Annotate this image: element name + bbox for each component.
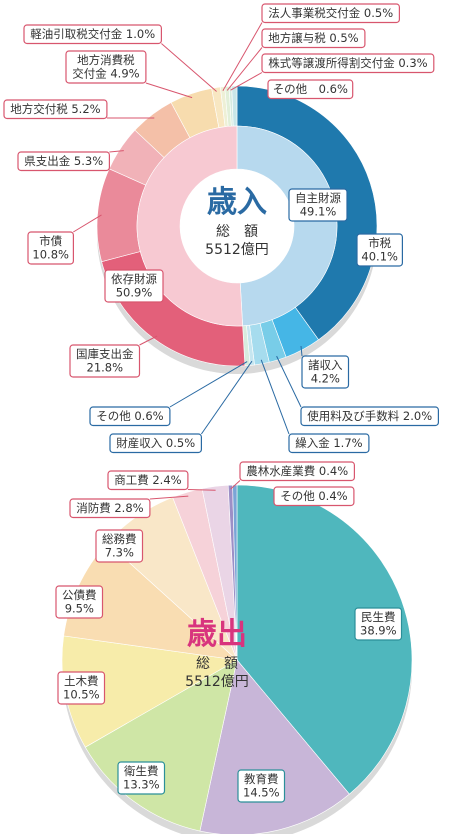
revenue-outer-label-text-15-0: その他 0.6% [273,82,348,96]
expenditure-label-text-4-1: 9.5% [65,602,94,616]
expenditure-label-box-8 [239,461,356,482]
revenue-leader-5 [169,361,248,408]
revenue-total-label: 総 額 [216,224,258,240]
expenditure-label-text-9-0: その他 0.4% [280,489,347,503]
expenditure-label-text-6-0: 消防費 2.8% [76,501,143,515]
revenue-total-value: 5512億円 [205,242,269,258]
expenditure-leader-7 [187,489,216,491]
revenue-outer-label-text-0-1: 40.1% [361,250,398,264]
expenditure-label-box-5 [95,529,144,563]
revenue-leader-13 [226,47,263,91]
revenue-outer-label-text-13-0: 地方譲与税 0.5% [268,31,358,45]
revenue-inner-label-text-1-0: 依存財源 [111,272,157,286]
revenue-title: 歳入 [207,185,267,220]
expenditure-label-text-2-0: 衛生費 [124,764,159,778]
revenue-outer-label-text-0-0: 市税 [368,236,391,250]
revenue-leader-7 [73,214,102,233]
expenditure-total-value: 5512億円 [185,674,249,690]
expenditure-label-text-1-1: 14.5% [243,786,280,800]
revenue-outer-label-text-6-0: 国庫支出金 [76,347,134,361]
expenditure-label-text-5-1: 7.3% [105,546,134,560]
revenue-outer-label-text-10-0: 地方消費税 [77,53,135,67]
expenditure-label-text-2-1: 13.3% [123,778,160,792]
expenditure-label-box-3 [57,671,106,705]
revenue-inner-label-text-0-0: 自主財源 [295,191,341,205]
revenue-leader-6 [139,335,158,346]
expenditure-label-text-0-1: 38.9% [360,624,397,638]
revenue-outer-label-box-5 [89,406,171,427]
revenue-outer-label-box-11 [23,24,162,45]
expenditure-total-label: 総 額 [196,656,238,672]
expenditure-label-text-0-0: 民生費 [361,610,396,624]
expenditure-label-box-2 [117,761,166,795]
revenue-outer-label-box-6 [69,344,141,378]
revenue-outer-label-text-1-1: 4.2% [311,372,340,386]
revenue-outer-label-text-14-0: 株式等譲渡所得割交付金 0.3% [268,56,427,70]
revenue-outer-label-box-14 [261,53,435,74]
revenue-leader-3 [260,359,290,435]
expenditure-label-text-3-1: 10.5% [63,688,100,702]
revenue-inner-label-box-1 [104,269,164,303]
expenditure-label-text-5-0: 総務費 [102,532,137,546]
revenue-inner-label-text-1-1: 50.9% [116,286,153,300]
revenue-outer-label-box-15 [267,79,354,100]
revenue-outer-label-text-12-0: 法人事業税交付金 0.5% [268,6,393,20]
revenue-outer-label-box-3 [288,433,370,454]
expenditure-label-box-7 [107,470,189,491]
revenue-outer-label-text-7-0: 市債 [39,234,62,248]
revenue-outer-label-box-12 [261,3,400,24]
revenue-leader-8 [109,150,124,153]
revenue-inner-label-box-0 [288,188,348,222]
revenue-outer-label-box-2 [300,406,439,427]
revenue-leader-10 [145,82,193,99]
revenue-leader-2 [276,355,302,408]
revenue-outer-label-text-11-0: 軽油引取税交付金 1.0% [30,27,155,41]
expenditure-label-box-4 [55,585,104,619]
revenue-outer-label-box-13 [261,28,366,49]
expenditure-label-box-6 [69,498,151,519]
revenue-outer-label-text-2-0: 使用料及び手数料 2.0% [307,409,432,423]
revenue-outer-label-text-6-1: 21.8% [87,361,124,375]
revenue-outer-label-text-7-1: 10.8% [32,248,69,262]
expenditure-label-box-1 [237,769,286,803]
revenue-leader-4 [200,360,253,435]
expenditure-label-text-4-0: 公債費 [62,588,97,602]
revenue-leader-1 [300,345,303,357]
revenue-outer-label-text-9-0: 地方交付税 5.2% [10,102,100,116]
expenditure-label-box-0 [354,607,403,641]
revenue-outer-label-box-10 [65,50,147,84]
revenue-outer-label-box-9 [3,99,108,120]
revenue-leader-12 [222,22,263,91]
expenditure-title: 歳出 [187,617,247,652]
revenue-leader-11 [161,43,217,92]
revenue-outer-label-text-8-0: 県支出金 5.3% [24,154,103,168]
revenue-outer-label-text-5-0: その他 0.6% [96,409,163,423]
revenue-outer-label-text-1-0: 諸収入 [308,358,343,372]
revenue-outer-label-box-8 [17,151,111,172]
revenue-center-disc [180,169,294,283]
revenue-outer-label-box-1 [301,355,350,389]
revenue-outer-label-text-3-0: 繰入金 1.7% [295,436,362,450]
revenue-leader-14 [230,72,263,91]
revenue-outer-label-box-7 [27,231,75,265]
expenditure-label-text-8-0: 農林水産業費 0.4% [246,464,348,478]
revenue-outer-label-box-0 [356,233,404,267]
revenue-outer-label-text-10-1: 交付金 4.9% [72,67,139,81]
expenditure-label-text-1-0: 教育費 [244,772,279,786]
expenditure-slice-1 [199,659,350,834]
revenue-outer-label-text-4-0: 財産収入 0.5% [116,436,195,450]
expenditure-label-text-3-0: 土木費 [64,674,99,688]
expenditure-leader-8 [230,480,241,490]
expenditure-leader-6 [149,495,189,500]
revenue-inner-label-text-0-1: 49.1% [300,205,337,219]
revenue-inner-slice-0 [236,125,338,327]
expenditure-label-text-7-0: 商工費 2.4% [114,473,181,487]
revenue-outer-label-box-4 [109,433,203,454]
expenditure-label-box-9 [273,486,355,507]
